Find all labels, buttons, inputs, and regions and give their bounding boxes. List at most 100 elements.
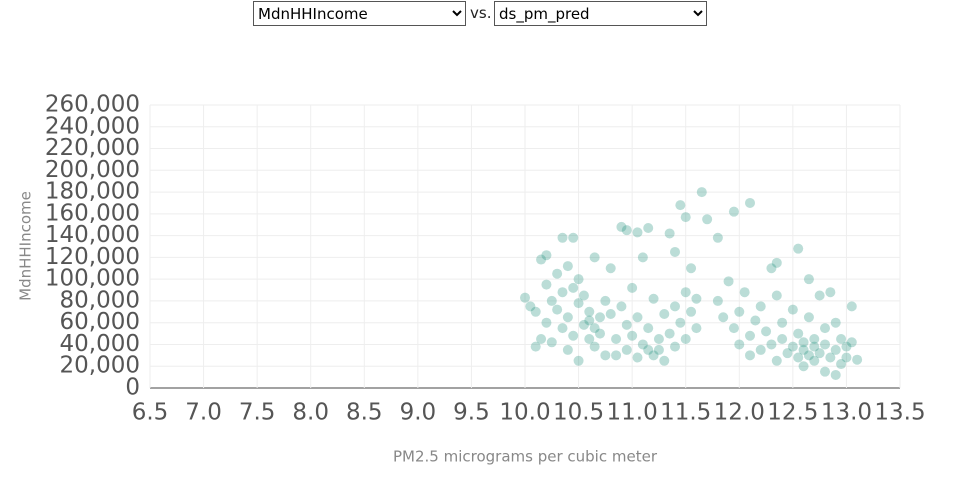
- point: [750, 315, 761, 326]
- point: [830, 344, 841, 355]
- point: [846, 301, 857, 312]
- point: [712, 295, 723, 306]
- point: [600, 350, 611, 361]
- point: [611, 334, 622, 345]
- point: [798, 337, 809, 348]
- point: [782, 348, 793, 359]
- x-tick-label: 7.0: [185, 400, 222, 426]
- point: [589, 252, 600, 263]
- point: [734, 306, 745, 317]
- point: [611, 350, 622, 361]
- x-tick-label: 13.5: [874, 400, 925, 426]
- point: [546, 337, 557, 348]
- y-variable-select[interactable]: MdnHHIncome: [253, 1, 466, 26]
- point: [793, 243, 804, 254]
- point: [841, 352, 852, 363]
- y-tick-label: 220,000: [45, 135, 140, 161]
- point: [793, 352, 804, 363]
- point: [648, 293, 659, 304]
- point: [745, 197, 755, 208]
- point: [830, 317, 841, 328]
- x-tick-label: 6.5: [132, 400, 169, 426]
- point: [728, 206, 739, 217]
- point: [825, 352, 836, 363]
- point: [723, 276, 734, 287]
- point: [675, 317, 686, 328]
- x-tick-label: 12.5: [767, 400, 818, 426]
- point: [557, 287, 568, 298]
- point: [530, 341, 541, 352]
- point: [787, 341, 798, 352]
- point: [541, 250, 552, 261]
- point: [670, 246, 680, 257]
- point: [718, 312, 729, 323]
- x-tick-label: 9.5: [453, 400, 490, 426]
- point: [686, 263, 697, 274]
- x-tick-label: 11.0: [607, 400, 658, 426]
- y-tick-label: 200,000: [45, 157, 140, 183]
- point: [691, 323, 702, 334]
- x-tick-label: 8.5: [346, 400, 383, 426]
- point: [557, 323, 568, 334]
- point: [627, 282, 638, 293]
- point: [653, 344, 664, 355]
- point: [830, 369, 841, 380]
- point: [552, 304, 563, 315]
- point: [680, 334, 691, 345]
- point: [605, 263, 616, 274]
- point: [627, 330, 638, 341]
- point: [836, 334, 847, 345]
- point: [632, 352, 643, 363]
- point: [670, 301, 680, 312]
- point: [803, 312, 814, 323]
- y-tick-label: 240,000: [45, 113, 140, 139]
- y-tick-label: 100,000: [45, 266, 140, 292]
- point: [643, 344, 654, 355]
- point: [734, 339, 745, 350]
- point: [573, 298, 584, 309]
- point: [637, 252, 648, 263]
- point: [589, 341, 600, 352]
- point: [616, 301, 627, 312]
- point: [803, 350, 814, 361]
- y-tick-label: 20,000: [60, 353, 140, 379]
- y-tick-label: 140,000: [45, 222, 140, 248]
- point: [568, 330, 579, 341]
- point: [562, 312, 573, 323]
- point: [755, 301, 766, 312]
- point: [541, 317, 552, 328]
- x-tick-label: 7.5: [239, 400, 276, 426]
- y-tick-label: 40,000: [60, 331, 140, 357]
- point: [728, 323, 739, 334]
- point: [803, 274, 814, 285]
- x-tick-label: 9.0: [400, 400, 437, 426]
- x-tick-label: 12.0: [714, 400, 765, 426]
- point: [568, 282, 579, 293]
- point: [621, 225, 632, 236]
- point: [536, 254, 547, 265]
- point: [766, 339, 777, 350]
- point: [852, 354, 863, 365]
- point: [798, 361, 809, 372]
- point: [568, 232, 579, 243]
- point: [777, 317, 788, 328]
- point: [557, 232, 568, 243]
- point: [546, 295, 557, 306]
- y-tick-label: 0: [125, 375, 140, 401]
- point: [520, 292, 530, 303]
- y-tick-label: 180,000: [45, 179, 140, 205]
- point: [696, 187, 707, 198]
- x-variable-select[interactable]: ds_pm_pred: [494, 1, 707, 26]
- point: [648, 350, 659, 361]
- point: [809, 355, 820, 366]
- y-axis-label: MdnHHIncome: [17, 191, 35, 301]
- y-tick-label: 120,000: [45, 244, 140, 270]
- point: [771, 290, 782, 301]
- point: [584, 306, 595, 317]
- x-tick-label: 10.5: [553, 400, 604, 426]
- x-tick-label: 11.5: [660, 400, 711, 426]
- x-tick-label: 10.0: [499, 400, 550, 426]
- point: [809, 341, 820, 352]
- point: [761, 326, 772, 337]
- point: [530, 306, 541, 317]
